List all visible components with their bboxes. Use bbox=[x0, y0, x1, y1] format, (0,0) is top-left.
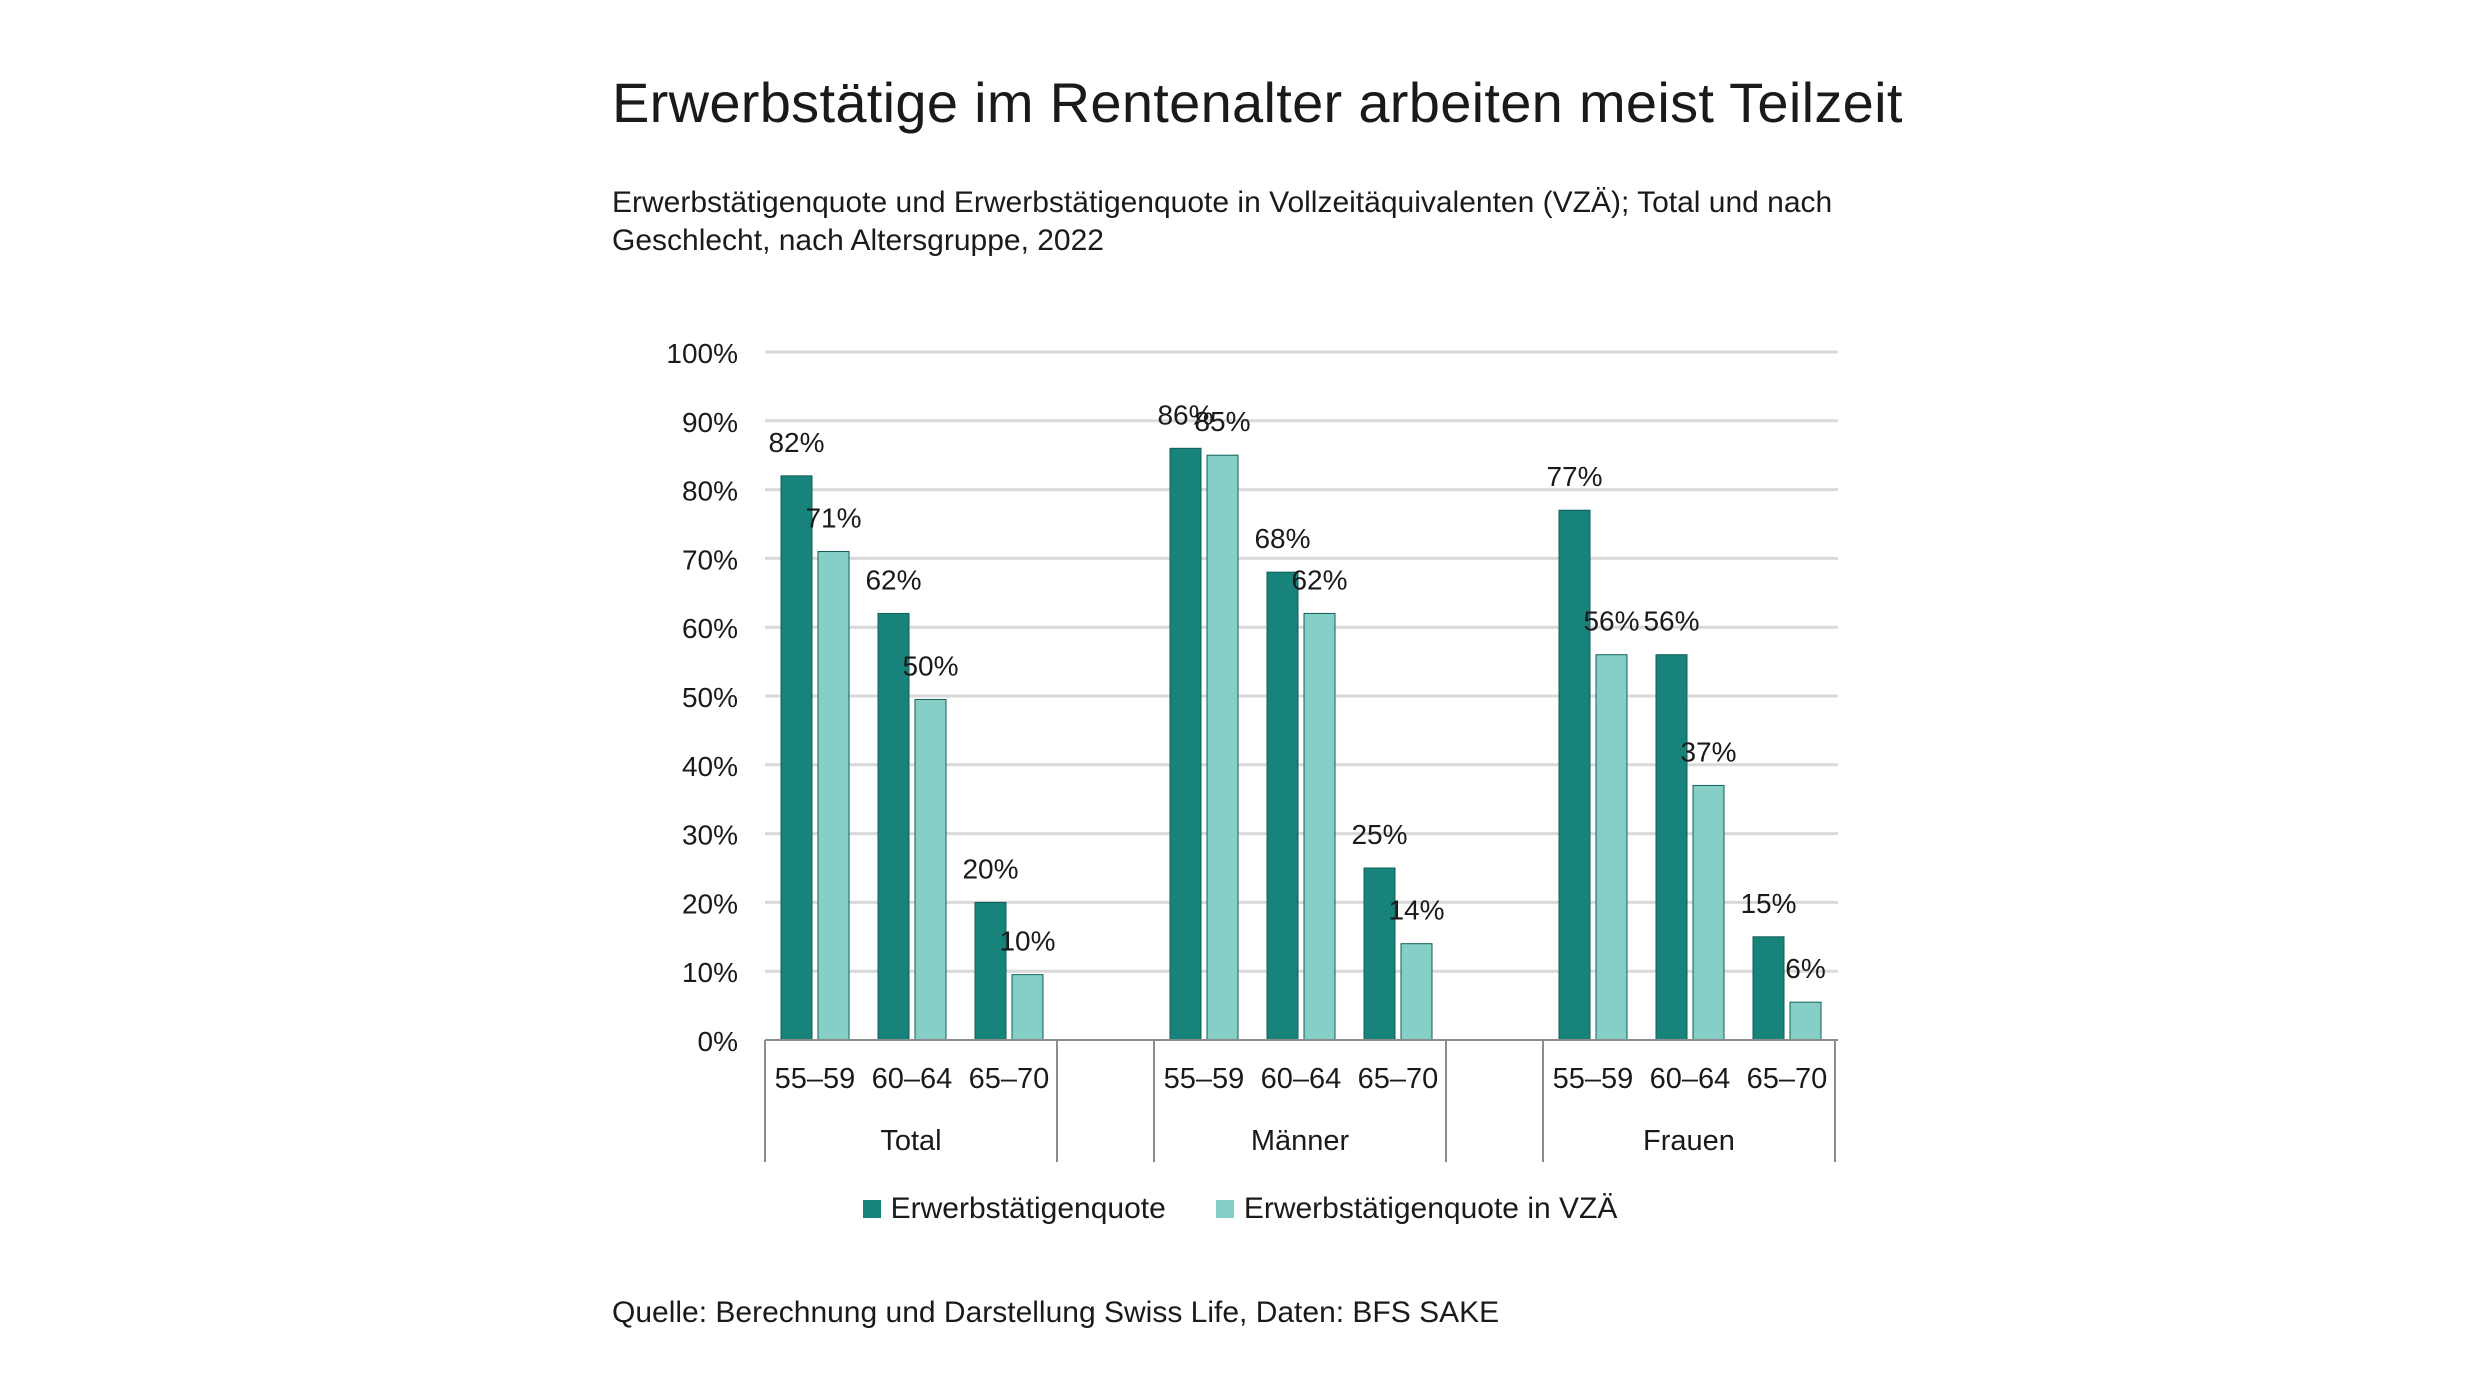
legend: Erwerbstätigenquote Erwerbstätigenquote … bbox=[0, 1192, 2480, 1226]
data-label: 6% bbox=[1785, 953, 1825, 984]
y-tick-label: 60% bbox=[682, 613, 738, 644]
bar-erwerbstaetigenquote bbox=[1169, 447, 1202, 1041]
bar-vzae bbox=[1595, 654, 1628, 1041]
y-tick-label: 10% bbox=[682, 957, 738, 988]
x-category-label: 55–59 bbox=[775, 1063, 856, 1095]
x-category-label: 65–70 bbox=[1747, 1063, 1828, 1095]
y-tick-label: 30% bbox=[682, 820, 738, 851]
legend-label: Erwerbstätigenquote bbox=[890, 1192, 1166, 1225]
bar-erwerbstaetigenquote bbox=[974, 901, 1007, 1041]
legend-label: Erwerbstätigenquote in VZÄ bbox=[1243, 1192, 1618, 1225]
x-category-label: 60–64 bbox=[872, 1063, 953, 1095]
x-category-label: 65–70 bbox=[1358, 1063, 1439, 1095]
data-label: 71% bbox=[805, 503, 861, 534]
bar-vzae bbox=[1789, 1001, 1822, 1041]
data-label: 68% bbox=[1254, 523, 1310, 554]
data-label: 82% bbox=[768, 427, 824, 458]
data-label: 56% bbox=[1643, 606, 1699, 637]
source-note: Quelle: Berechnung und Darstellung Swiss… bbox=[612, 1296, 1500, 1329]
data-label: 20% bbox=[962, 853, 1018, 884]
y-tick-label: 50% bbox=[682, 682, 738, 713]
legend-swatch-light bbox=[1215, 1200, 1234, 1218]
data-label: 15% bbox=[1740, 888, 1796, 919]
legend-item-erwerbstaetigenquote: Erwerbstätigenquote bbox=[862, 1192, 1166, 1226]
data-label: 14% bbox=[1388, 895, 1444, 926]
bars bbox=[780, 447, 1822, 1041]
bar-vzae bbox=[1011, 974, 1044, 1041]
bar-erwerbstaetigenquote bbox=[1363, 867, 1396, 1041]
bar-erwerbstaetigenquote bbox=[1655, 654, 1688, 1041]
y-tick-label: 100% bbox=[666, 338, 738, 369]
y-tick-label: 70% bbox=[682, 544, 738, 575]
data-labels: 82%71%62%50%20%10%86%85%68%62%25%14%77%5… bbox=[768, 399, 1825, 984]
data-label: 77% bbox=[1546, 461, 1602, 492]
x-axis: 55–59 60–64 65–70 55–59 60–64 65–70 55–59 60–64… bbox=[764, 1039, 1838, 1162]
x-category-label: 55–59 bbox=[1553, 1063, 1634, 1095]
x-category-label: 60–64 bbox=[1261, 1063, 1342, 1095]
bar-vzae bbox=[1400, 943, 1433, 1041]
data-label: 62% bbox=[865, 564, 921, 595]
y-tick-label: 80% bbox=[682, 476, 738, 507]
x-group-label: Frauen bbox=[1643, 1125, 1735, 1157]
y-tick-label: 0% bbox=[698, 1026, 738, 1057]
y-axis-tick-labels: 0% 10% 20% 30% 40% 50% 60% 70% 80% 90% 100% bbox=[666, 338, 738, 1057]
y-tick-label: 90% bbox=[682, 407, 738, 438]
bar-vzae bbox=[1303, 612, 1336, 1041]
data-label: 10% bbox=[999, 926, 1055, 957]
bar-vzae bbox=[817, 551, 850, 1041]
chart-subtitle: Erwerbstätigenquote und Erwerbstätigenqu… bbox=[612, 186, 1833, 257]
data-label: 25% bbox=[1351, 819, 1407, 850]
bar-erwerbstaetigenquote bbox=[1752, 936, 1785, 1041]
x-category-label: 60–64 bbox=[1650, 1063, 1731, 1095]
legend-item-vzae: Erwerbstätigenquote in VZÄ bbox=[1215, 1192, 1618, 1226]
chart-title: Erwerbstätige im Rentenalter arbeiten me… bbox=[612, 71, 1903, 134]
data-label: 50% bbox=[902, 650, 958, 681]
x-category-label: 55–59 bbox=[1164, 1063, 1245, 1095]
y-tick-label: 40% bbox=[682, 751, 738, 782]
data-label: 56% bbox=[1583, 606, 1639, 637]
data-label: 85% bbox=[1194, 406, 1250, 437]
data-label: 37% bbox=[1680, 736, 1736, 767]
data-label: 86% bbox=[1157, 399, 1213, 430]
bar-vzae bbox=[1692, 784, 1725, 1041]
bar-erwerbstaetigenquote bbox=[780, 475, 813, 1041]
x-category-label: 65–70 bbox=[969, 1063, 1050, 1095]
x-group-label: Männer bbox=[1251, 1125, 1350, 1157]
bar-erwerbstaetigenquote bbox=[1558, 509, 1591, 1041]
data-label: 62% bbox=[1291, 564, 1347, 595]
bar-vzae bbox=[1206, 454, 1239, 1041]
bar-erwerbstaetigenquote bbox=[1266, 571, 1299, 1041]
bar-vzae bbox=[914, 698, 947, 1041]
legend-swatch-dark bbox=[862, 1200, 881, 1218]
x-group-label: Total bbox=[880, 1125, 941, 1157]
bar-erwerbstaetigenquote bbox=[877, 612, 910, 1041]
y-tick-label: 20% bbox=[682, 888, 738, 919]
